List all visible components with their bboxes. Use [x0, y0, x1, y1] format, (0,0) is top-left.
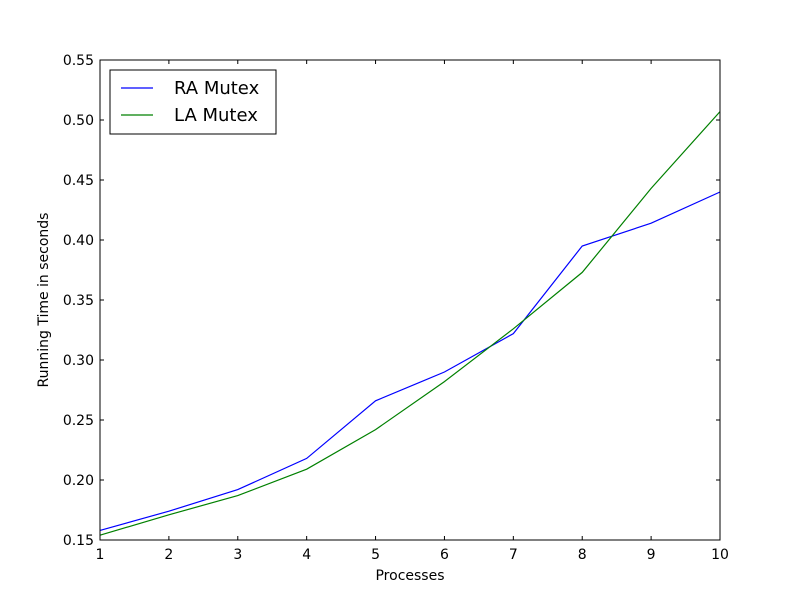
- legend-box: [109, 69, 277, 135]
- x-tick-label: 2: [164, 547, 173, 563]
- y-tick-label: 0.30: [63, 353, 94, 369]
- x-tick-label: 9: [647, 547, 656, 563]
- y-tick-label: 0.55: [63, 53, 94, 69]
- y-tick-label: 0.40: [63, 233, 94, 249]
- series-layer: [99, 111, 721, 536]
- y-axis: 0.15 0.20 0.25 0.30 0.35 0.40 0.45 0.50 0.55: [63, 53, 720, 549]
- series-line-ra-mutex: [99, 191, 721, 531]
- x-tick-label: 8: [578, 547, 587, 563]
- x-tick-label: 5: [371, 547, 380, 563]
- y-tick-label: 0.15: [63, 533, 94, 549]
- x-axis: 1 2 3 4 5 6 7 8 9 10: [96, 60, 729, 563]
- y-tick-label: 0.25: [63, 413, 94, 429]
- y-tick-label: 0.50: [63, 113, 94, 129]
- y-tick-label: 0.20: [63, 473, 94, 489]
- x-tick-label: 6: [440, 547, 449, 563]
- y-tick-label: 0.45: [63, 173, 94, 189]
- y-tick-label: 0.35: [63, 293, 94, 309]
- legend-label: LA Mutex: [174, 105, 258, 126]
- x-tick-label: 7: [509, 547, 518, 563]
- x-tick-label: 1: [96, 547, 105, 563]
- x-tick-label: 10: [711, 547, 729, 563]
- legend-label: RA Mutex: [174, 78, 260, 99]
- x-axis-title: Processes: [375, 568, 444, 584]
- series-line-la-mutex: [99, 111, 721, 536]
- legend: RA Mutex LA Mutex: [109, 69, 277, 135]
- y-axis-title: Running Time in seconds: [36, 213, 52, 388]
- x-tick-label: 3: [233, 547, 242, 563]
- x-tick-label: 4: [302, 547, 311, 563]
